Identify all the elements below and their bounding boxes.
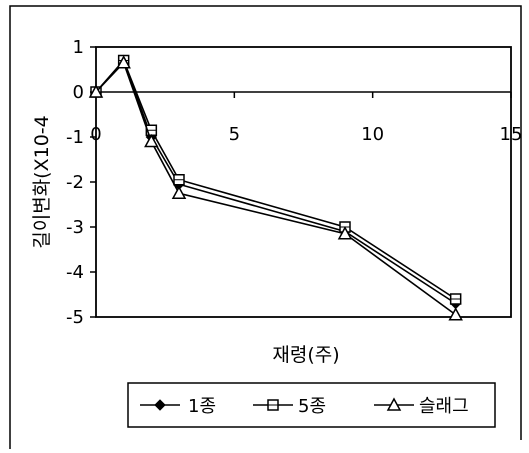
legend-label: 5종 xyxy=(298,396,326,417)
plot-area xyxy=(95,46,512,318)
legend-label: 1종 xyxy=(188,396,216,417)
x-tick-label: 15 xyxy=(500,124,523,145)
x-tick-label: 10 xyxy=(361,124,384,145)
legend-item: 5종 xyxy=(253,396,326,417)
series-line xyxy=(95,58,457,300)
y-tick-label: -1 xyxy=(66,127,84,148)
y-tick-label: -5 xyxy=(66,307,84,328)
legend-item: 슬래그 xyxy=(374,396,469,417)
x-tick-label: 5 xyxy=(229,124,240,145)
x-tick-label: 0 xyxy=(90,124,101,145)
y-tick-label: 1 xyxy=(73,37,84,58)
data-point-square xyxy=(449,293,462,305)
series-1 xyxy=(90,54,462,310)
series-2 xyxy=(90,54,462,305)
x-axis-label: 재령(주) xyxy=(272,344,339,366)
data-point-triangle xyxy=(116,55,131,69)
y-tick-label: -2 xyxy=(66,172,84,193)
y-axis-label: 길이변화(X10-4 xyxy=(31,115,53,248)
legend-box xyxy=(127,382,496,428)
data-point-triangle xyxy=(171,185,187,199)
legend-marker-square xyxy=(267,399,279,411)
data-point-triangle xyxy=(337,226,353,240)
legend-item: 1종 xyxy=(140,396,216,417)
y-tick-label: -3 xyxy=(66,217,84,238)
y-tick-label: 0 xyxy=(73,82,84,103)
outer-border xyxy=(9,5,522,449)
data-point-triangle xyxy=(448,307,463,321)
y-tick-label: -4 xyxy=(66,262,84,283)
series-line xyxy=(95,58,457,305)
legend: 1종 5종 슬래그 xyxy=(140,396,469,417)
series-3 xyxy=(88,55,463,321)
series-line xyxy=(95,61,457,316)
legend-marker-diamond xyxy=(154,399,166,411)
data-point-triangle xyxy=(88,84,104,98)
data-point-triangle xyxy=(144,133,159,148)
legend-label: 슬래그 xyxy=(419,396,469,417)
legend-marker-triangle xyxy=(386,397,402,411)
data-point-square xyxy=(173,174,185,186)
